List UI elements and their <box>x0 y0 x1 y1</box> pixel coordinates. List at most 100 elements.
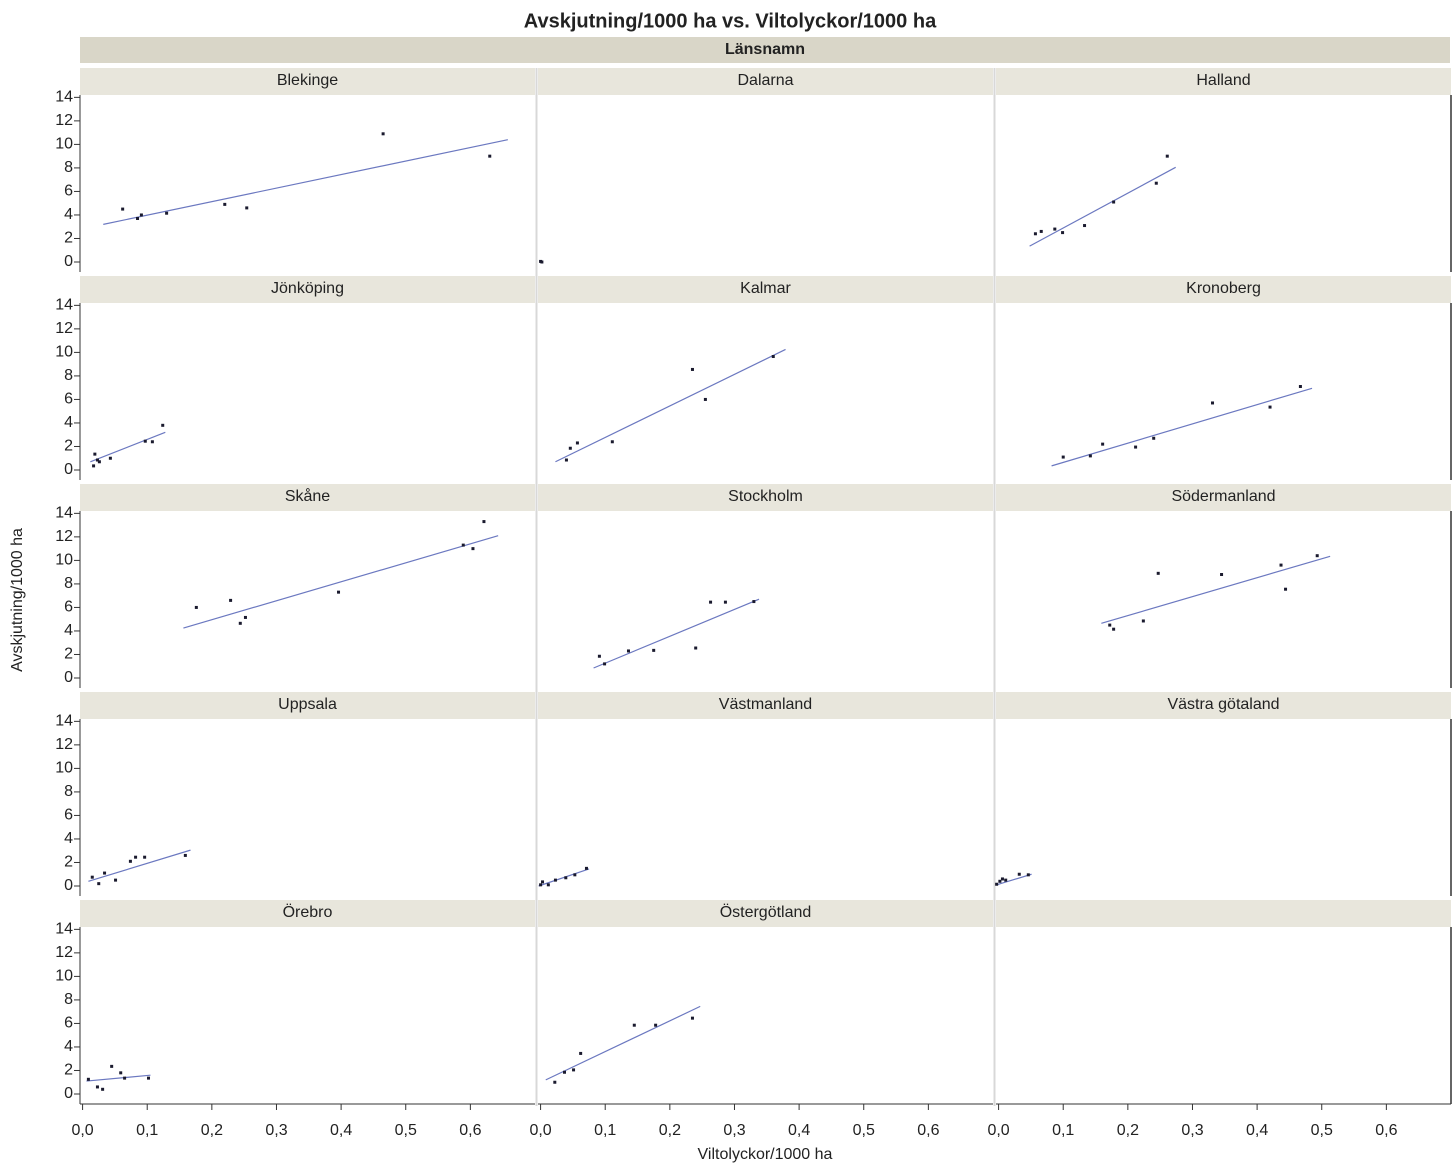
panel-title: Dalarna <box>737 72 793 89</box>
point <box>143 855 147 859</box>
x-tick-label: 0,6 <box>917 1122 939 1139</box>
fit-line <box>555 348 786 463</box>
point <box>119 1071 123 1075</box>
panel-title: Blekinge <box>277 72 338 89</box>
x-tick-label: 0,3 <box>265 1122 287 1139</box>
x-tick-label: 0,3 <box>1181 1122 1203 1139</box>
point <box>626 649 630 653</box>
fit-line <box>545 1005 701 1081</box>
point <box>139 213 143 217</box>
point <box>482 520 486 524</box>
point <box>194 605 198 609</box>
x-tick-label: 0,0 <box>529 1122 551 1139</box>
x-tick-label: 0,1 <box>594 1122 616 1139</box>
y-tick-label: 10 <box>55 760 73 777</box>
point <box>86 1077 90 1081</box>
point <box>229 598 233 602</box>
fit-line <box>538 868 590 887</box>
point <box>690 367 694 371</box>
y-tick-label: 0 <box>64 1085 73 1102</box>
point <box>1284 587 1288 591</box>
point <box>1165 154 1169 158</box>
x-tick-label: 0,3 <box>723 1122 745 1139</box>
point <box>90 875 94 879</box>
y-tick-label: 14 <box>55 505 73 522</box>
point <box>572 1068 576 1072</box>
point <box>1088 454 1092 458</box>
panel-title: Jönköping <box>271 280 344 297</box>
y-tick-label: 6 <box>64 599 73 616</box>
y-tick-label: 14 <box>55 921 73 938</box>
y-tick-label: 2 <box>64 1062 73 1079</box>
point <box>553 1080 557 1084</box>
y-tick-label: 12 <box>55 528 73 545</box>
x-tick-label: 0,0 <box>987 1122 1009 1139</box>
x-tick-label: 0,2 <box>1117 1122 1139 1139</box>
point <box>337 590 341 594</box>
y-tick-label: 0 <box>64 461 73 478</box>
y-tick-label: 12 <box>55 736 73 753</box>
y-tick-label: 6 <box>64 807 73 824</box>
point <box>632 1023 636 1027</box>
panel-header <box>80 68 535 95</box>
panel-header <box>538 900 993 927</box>
point <box>752 600 756 604</box>
fit-line <box>1051 387 1313 467</box>
panel-header <box>538 68 993 95</box>
panel-title: Uppsala <box>278 696 337 713</box>
panel-header <box>996 276 1451 303</box>
point <box>103 871 107 875</box>
fit-line <box>103 139 508 225</box>
fit-line <box>1101 555 1331 624</box>
y-tick-label: 12 <box>55 112 73 129</box>
point <box>92 464 96 468</box>
y-tick-label: 8 <box>64 575 73 592</box>
panel-header <box>538 692 993 719</box>
x-tick-label: 0,4 <box>788 1122 810 1139</box>
y-tick-label: 8 <box>64 159 73 176</box>
panel-title: Västra götaland <box>1167 696 1279 713</box>
point <box>603 662 607 666</box>
y-tick-label: 14 <box>55 713 73 730</box>
point <box>128 859 132 863</box>
x-tick-label: 0,4 <box>330 1122 352 1139</box>
point <box>1154 181 1158 185</box>
facet-header <box>80 37 1450 63</box>
panel-title: Östergötland <box>720 903 812 921</box>
point <box>573 873 577 877</box>
y-tick-label: 10 <box>55 136 73 153</box>
point <box>243 615 247 619</box>
y-tick-label: 10 <box>55 968 73 985</box>
point <box>1004 878 1008 882</box>
point <box>1033 232 1037 236</box>
point <box>771 355 775 359</box>
point <box>108 456 112 460</box>
fit-line <box>90 431 166 463</box>
point <box>1101 442 1105 446</box>
fit-line <box>86 1074 151 1082</box>
y-tick-label: 0 <box>64 877 73 894</box>
point <box>238 621 242 625</box>
y-tick-label: 8 <box>64 991 73 1008</box>
point <box>652 648 656 652</box>
y-tick-label: 6 <box>64 1015 73 1032</box>
point <box>1141 619 1145 623</box>
point <box>114 878 118 882</box>
panel-header <box>996 484 1451 511</box>
y-axis-label: Avskjutning/1000 ha <box>9 528 26 672</box>
point <box>381 132 385 136</box>
fit-line <box>593 598 760 669</box>
y-tick-label: 6 <box>64 391 73 408</box>
y-tick-label: 4 <box>64 414 73 431</box>
panel-header <box>80 900 535 927</box>
y-tick-label: 2 <box>64 230 73 247</box>
y-tick-label: 4 <box>64 1038 73 1055</box>
y-tick-label: 2 <box>64 438 73 455</box>
point <box>136 216 140 220</box>
panel-header <box>996 692 1451 719</box>
y-tick-label: 4 <box>64 206 73 223</box>
fit-line <box>1029 166 1176 247</box>
point <box>183 853 187 857</box>
point <box>147 1076 151 1080</box>
